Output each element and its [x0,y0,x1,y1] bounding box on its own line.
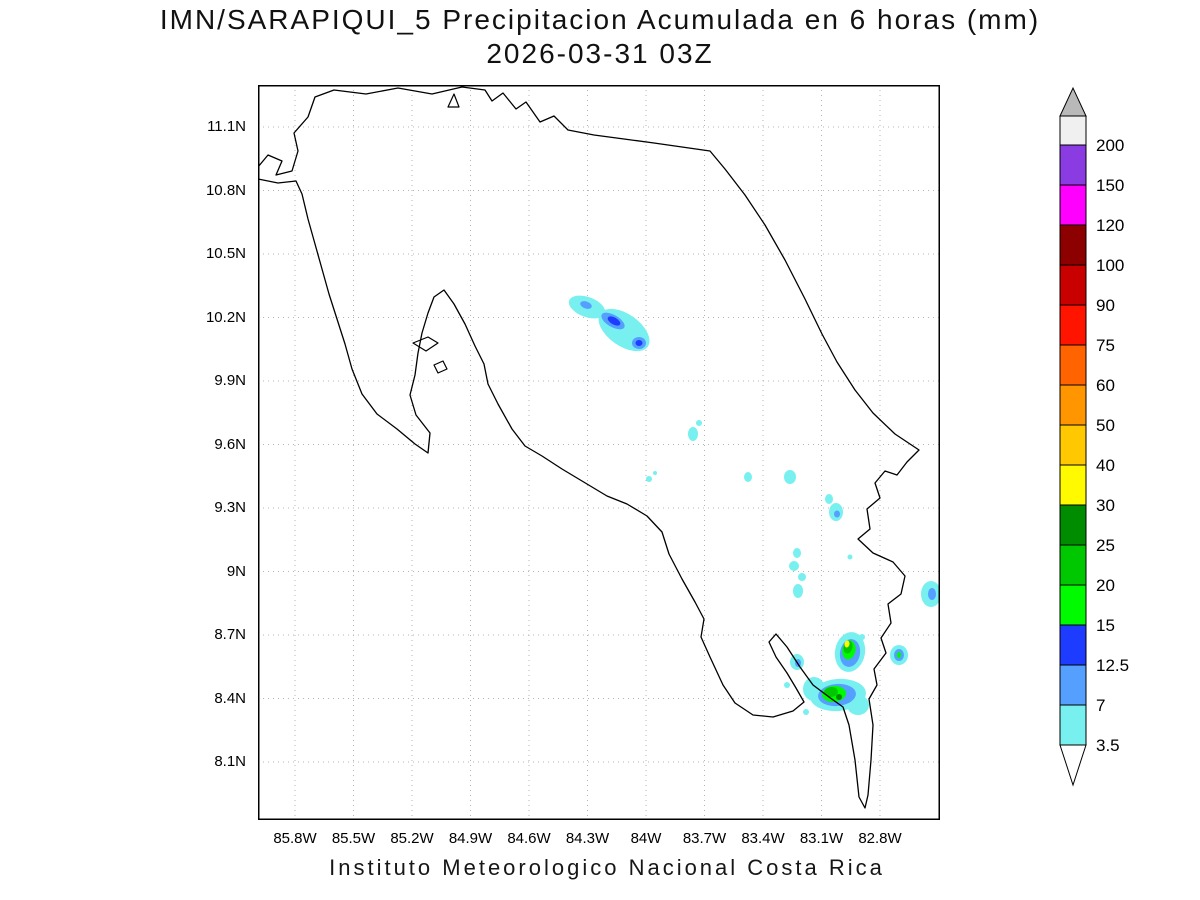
lat-tick-label: 9N [226,562,246,580]
colorbar-band [1059,424,1087,466]
title-line1: IMN/SARAPIQUI_5 Precipitacion Acumulada … [159,4,1041,35]
colorbar-band [1059,264,1087,306]
lon-tick-label: 83.4W [741,830,785,847]
title-line2: 2026-03-31 03Z [486,38,714,69]
lat-tick-label: 9.6N [214,435,246,453]
colorbar-arrow-bottom [1059,744,1087,787]
colorbar-band [1059,224,1087,266]
precip-contour-blob-level-20 [824,686,838,698]
colorbar-band [1059,464,1087,506]
lat-tick-label: 9.9N [214,372,246,389]
colorbar-band [1059,144,1087,186]
colorbar-label: 40 [1096,456,1115,475]
colorbar: 200 150 120 100 90 75 60 50 40 30 25 20 15 12.5 7 3.5 [1059,86,1129,787]
colorbar-band [1059,624,1087,666]
precip-contour-blob-level-3.5 [744,472,752,482]
colorbar-label: 50 [1096,416,1115,435]
precip-contour-blob-level-3.5 [798,573,806,581]
colorbar-band [1059,384,1087,426]
colorbar-band [1059,504,1087,546]
lon-tick-label: 85.8W [273,830,317,847]
precip-contour-blob-level-3.5 [825,494,833,504]
costa-rica-coastline [258,86,920,809]
lon-tick-label: 84.9W [448,830,493,847]
precip-contour-blob-level-25 [836,694,842,700]
colorbar-label: 90 [1096,296,1115,315]
colorbar-band [1059,304,1087,346]
colorbar-band [1059,664,1087,706]
lon-tick-label: 83.1W [799,830,844,847]
lat-tick-label: 10.8N [205,181,246,199]
lon-tick-label: 84.3W [565,830,610,847]
colorbar-label: 100 [1096,256,1124,275]
lon-tick-label: 82.8W [858,830,902,847]
lat-tick-label: 10.2N [205,308,246,326]
colorbar-label: 150 [1096,176,1124,195]
precip-contour-blob-level-3.5 [688,427,698,441]
colorbar-label: 60 [1096,376,1115,395]
map-plot [258,85,940,820]
colorbar-label: 25 [1096,536,1115,555]
footer-credit: Instituto Meteorologico Nacional Costa R… [329,855,885,880]
colorbar-arrow-top [1059,86,1087,117]
lon-tick-label: 84.6W [507,830,551,847]
colorbar-label: 200 [1096,136,1124,155]
precip-contour-blob-level-12.5 [607,316,621,326]
colorbar-label: 3.5 [1096,736,1120,755]
colorbar-band [1059,344,1087,386]
precip-contour-blob-level-3.5 [789,561,799,571]
colorbar-label: 75 [1096,336,1115,355]
precip-contour-blob-level-3.5 [793,548,801,558]
precip-contour-blob-level-30 [844,640,850,648]
precip-contour-blob-level-12.5 [635,340,643,346]
lat-tick-label: 9.3N [214,499,246,516]
precip-contour-blob-level-3.5 [646,476,652,482]
colorbar-band [1059,584,1087,626]
lon-tick-label: 84W [630,830,662,847]
precip-contour-blob-level-3.5 [793,584,803,598]
lat-tick-label: 8.1N [214,753,246,770]
colorbar-band [1059,704,1087,746]
colorbar-band [1059,115,1087,146]
lat-tick-label: 8.4N [214,689,246,707]
lat-tick-label: 10.5N [205,245,246,262]
precipitation-shading [568,295,940,715]
colorbar-label: 12.5 [1096,656,1129,675]
precip-contour-blob-level-3.5 [847,554,853,560]
map-frame [258,85,940,820]
colorbar-label: 15 [1096,616,1115,635]
colorbar-label: 20 [1096,576,1115,595]
precip-contour-blob-level-3.5 [784,470,796,484]
lon-tick-label: 85.2W [390,830,434,847]
colorbar-label: 7 [1096,696,1105,715]
colorbar-band [1059,184,1087,226]
precip-contour-blob-level-3.5 [803,709,809,715]
lon-tick-label: 83.7W [682,830,727,847]
precip-contour-blob-level-7 [928,588,936,600]
lon-tick-label: 85.5W [331,830,376,847]
colorbar-label: 30 [1096,496,1115,515]
precip-contour-blob-level-15 [897,652,901,658]
precip-contour-blob-level-3.5 [696,420,702,426]
lat-tick-label: 8.7N [214,626,246,643]
precip-contour-blob-level-7 [580,301,592,309]
colorbar-label: 120 [1096,216,1124,235]
lat-tick-label: 11.1N [207,118,246,135]
colorbar-band [1059,544,1087,586]
islands-outline [412,93,460,374]
precip-contour-blob-level-3.5 [653,471,657,475]
figure-title: IMN/SARAPIQUI_5 Precipitacion Acumulada … [0,3,1200,71]
precip-contour-blob-level-3.5 [784,682,790,688]
precip-contour-blob-level-7 [834,510,840,518]
